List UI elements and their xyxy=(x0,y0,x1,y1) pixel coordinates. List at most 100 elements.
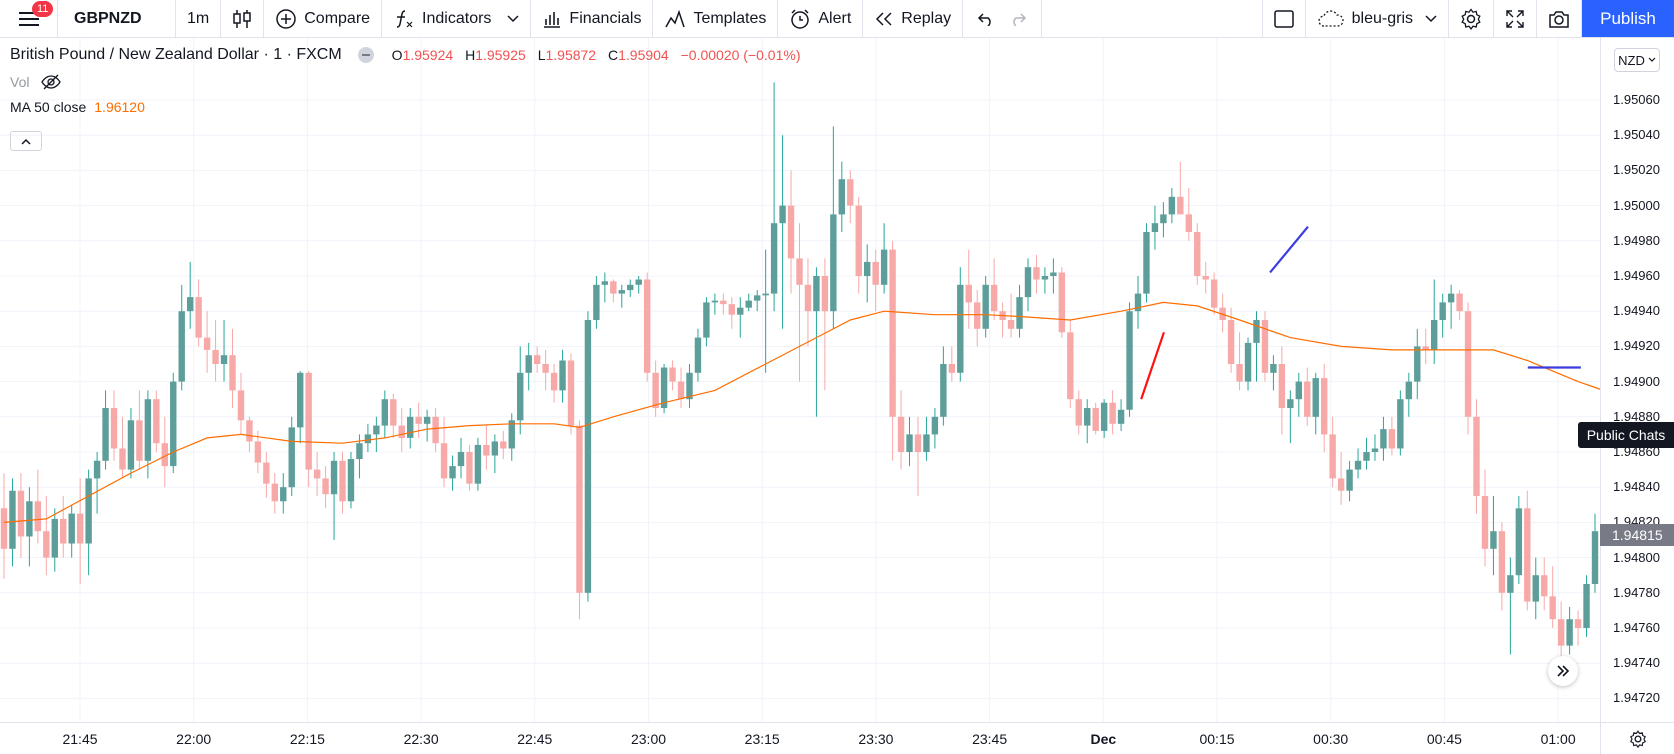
redo-icon[interactable] xyxy=(1009,12,1027,26)
candle-body xyxy=(1447,293,1455,303)
candle xyxy=(390,393,397,438)
axis-settings-button[interactable] xyxy=(1600,722,1674,754)
compare-button[interactable]: Compare xyxy=(264,0,383,37)
candle-body xyxy=(1591,531,1599,584)
candle-body xyxy=(1151,223,1159,232)
low-key: L xyxy=(537,47,546,63)
symbol-title[interactable]: British Pound / New Zealand Dollar · 1 ·… xyxy=(10,46,342,63)
candle-body xyxy=(195,297,202,338)
current-price-label: 1.94815 xyxy=(1600,524,1674,546)
replay-button[interactable]: Replay xyxy=(863,0,964,37)
time-tick-label: 00:15 xyxy=(1199,731,1235,747)
time-tick-label: 22:30 xyxy=(403,731,439,747)
candle xyxy=(170,372,177,474)
price-tick-label: 1.95040 xyxy=(1613,127,1660,143)
chart-type-button[interactable] xyxy=(221,0,265,37)
main-menu-button[interactable]: 11 xyxy=(0,0,58,37)
candle xyxy=(660,364,668,414)
candle-body xyxy=(821,276,829,312)
candle-body xyxy=(906,434,913,452)
price-tick-label: 1.94840 xyxy=(1613,479,1660,495)
alert-button[interactable]: Alert xyxy=(778,0,864,37)
public-chats-button[interactable]: Public Chats xyxy=(1578,422,1674,448)
layout-name: bleu-gris xyxy=(1351,9,1413,27)
candle-body xyxy=(677,381,685,400)
chart-pane[interactable]: British Pound / New Zealand Dollar · 1 ·… xyxy=(0,38,1663,722)
candle-body xyxy=(1278,364,1286,408)
candle-body xyxy=(483,444,490,456)
candle xyxy=(1320,364,1328,452)
publish-button[interactable]: Publish xyxy=(1582,0,1674,37)
interval-button[interactable]: 1m xyxy=(176,0,222,37)
candle-body xyxy=(1337,478,1345,491)
candle xyxy=(1447,284,1455,329)
candle xyxy=(652,360,659,417)
candle xyxy=(1557,601,1565,664)
candle-body xyxy=(1320,378,1328,435)
candle-body xyxy=(1016,297,1023,329)
candle xyxy=(576,420,583,620)
price-axis[interactable]: 1.95060 1.95040 1.95020 1.95000 1.94980 1.949… xyxy=(1600,38,1674,722)
candle xyxy=(280,473,287,514)
volume-legend[interactable]: Vol xyxy=(10,74,62,90)
low-value: 1.95872 xyxy=(545,47,597,63)
candle-body xyxy=(711,300,719,303)
candle xyxy=(203,311,211,373)
time-axis[interactable]: 21:45 22:00 22:15 22:30 22:45 23:00 23:15 23:30… xyxy=(0,722,1600,754)
candle xyxy=(889,240,896,461)
currency-button[interactable]: NZD xyxy=(1614,48,1660,72)
fullscreen-button[interactable] xyxy=(1494,0,1537,37)
collapse-legend-button[interactable] xyxy=(10,131,42,151)
layout-selector[interactable]: bleu-gris xyxy=(1306,0,1449,37)
candle xyxy=(618,284,625,308)
candle xyxy=(694,328,702,382)
settings-button[interactable] xyxy=(1449,0,1494,37)
candle xyxy=(1253,311,1260,382)
candle-body xyxy=(68,513,75,544)
candle-body xyxy=(770,223,778,294)
layout-toggle-button[interactable] xyxy=(1263,0,1306,37)
candle-body xyxy=(1566,619,1573,646)
indicators-button[interactable]: Indicators xyxy=(382,0,532,37)
candle xyxy=(1507,557,1514,655)
candle-body xyxy=(246,420,253,442)
candle-body xyxy=(407,416,414,438)
price-chart[interactable] xyxy=(0,38,1663,722)
financials-button[interactable]: Financials xyxy=(531,0,654,37)
square-icon xyxy=(1273,9,1294,28)
candle xyxy=(220,320,228,382)
symbol-search-button[interactable]: GBPNZD xyxy=(58,0,176,37)
candle-body xyxy=(940,364,947,417)
candle xyxy=(1354,448,1362,479)
candle-body xyxy=(804,284,812,312)
snapshot-button[interactable] xyxy=(1537,0,1582,37)
candle xyxy=(787,170,795,294)
candle-body xyxy=(1117,409,1125,424)
candle xyxy=(1515,496,1523,584)
candle-body xyxy=(1439,302,1446,320)
candle-body xyxy=(1354,460,1362,470)
time-tick-label: 22:15 xyxy=(289,731,325,747)
scroll-to-realtime-button[interactable] xyxy=(1548,656,1578,686)
legend-toggle-icon[interactable] xyxy=(357,47,374,63)
candle xyxy=(1566,606,1573,655)
undo-icon[interactable] xyxy=(977,12,995,26)
time-tick-label: 21:45 xyxy=(62,731,98,747)
candle-body xyxy=(694,337,702,373)
candle xyxy=(567,353,575,435)
candle-body xyxy=(466,452,473,484)
templates-button[interactable]: Templates xyxy=(653,0,779,37)
chevron-down-icon[interactable] xyxy=(507,14,519,23)
function-icon xyxy=(396,9,413,28)
candle xyxy=(263,452,270,498)
eye-hidden-icon[interactable] xyxy=(41,74,62,90)
candle-body xyxy=(720,300,727,305)
price-tick-label: 1.95000 xyxy=(1613,197,1660,213)
candle xyxy=(1397,390,1404,456)
candle-body xyxy=(76,513,84,544)
candle xyxy=(26,487,33,567)
candle xyxy=(381,390,389,438)
candle-body xyxy=(339,460,346,502)
candle xyxy=(957,267,964,382)
ma-legend[interactable]: MA 50 close 1.96120 xyxy=(10,99,145,115)
